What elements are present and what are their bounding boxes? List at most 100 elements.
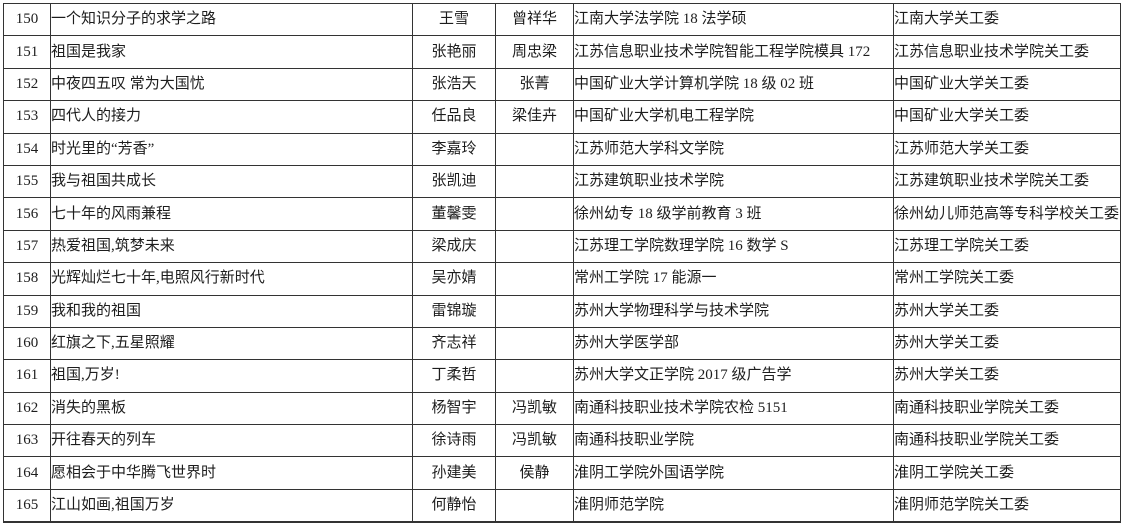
- author-name-cell: 徐诗雨: [412, 424, 496, 458]
- entry-number-cell: 156: [3, 197, 51, 231]
- instructor-name-cell: 张菁: [495, 67, 574, 102]
- entry-number-cell: 158: [3, 262, 51, 296]
- school-class-cell: 中国矿业大学计算机学院 18 级 02 班: [573, 67, 894, 102]
- work-title-cell: 我和我的祖国: [50, 294, 413, 328]
- entry-number-cell: 161: [3, 359, 51, 393]
- instructor-name-cell: [495, 326, 574, 361]
- organization-cell: 南通科技职业学院关工委: [893, 424, 1121, 458]
- instructor-name-cell: [495, 488, 574, 523]
- school-class-cell: 江苏信息职业技术学院智能工程学院模具 172: [573, 35, 894, 69]
- author-name-cell: 梁成庆: [412, 229, 496, 264]
- author-name-cell: 张浩天: [412, 67, 496, 102]
- instructor-name-cell: 周忠梁: [495, 35, 574, 69]
- work-title-cell: 红旗之下,五星照耀: [50, 326, 413, 361]
- table-row: 160 红旗之下,五星照耀 齐志祥 苏州大学医学部 苏州大学关工委: [3, 326, 1121, 361]
- work-title-cell: 四代人的接力: [50, 100, 413, 134]
- table-row: 163 开往春天的列车 徐诗雨 冯凯敏 南通科技职业学院 南通科技职业学院关工委: [3, 424, 1121, 458]
- entry-number-cell: 151: [3, 35, 51, 69]
- author-name-cell: 雷锦璇: [412, 294, 496, 328]
- school-class-cell: 南通科技职业技术学院农检 5151: [573, 391, 894, 426]
- instructor-name-cell: 曾祥华: [495, 2, 574, 37]
- organization-cell: 江苏师范大学关工委: [893, 132, 1121, 166]
- work-title-cell: 祖国,万岁!: [50, 359, 413, 393]
- school-class-cell: 淮阴师范学院: [573, 488, 894, 523]
- document-page: 150 一个知识分子的求学之路 王雪 曾祥华 江南大学法学院 18 法学硕 江南…: [3, 2, 1121, 524]
- organization-cell: 淮阴师范学院关工委: [893, 488, 1121, 523]
- school-class-cell: 徐州幼专 18 级学前教育 3 班: [573, 197, 894, 231]
- author-name-cell: 吴亦婧: [412, 262, 496, 296]
- table-row: 165 江山如画,祖国万岁 何静怡 淮阴师范学院 淮阴师范学院关工委: [3, 488, 1121, 523]
- instructor-name-cell: [495, 229, 574, 264]
- organization-cell: 南通科技职业学院关工委: [893, 391, 1121, 426]
- instructor-name-cell: [495, 164, 574, 199]
- entry-number-cell: 154: [3, 132, 51, 166]
- work-title-cell: 愿相会于中华腾飞世界时: [50, 456, 413, 490]
- entry-number-cell: 155: [3, 164, 51, 199]
- table-row: 157 热爱祖国,筑梦未来 梁成庆 江苏理工学院数理学院 16 数学 S 江苏理…: [3, 229, 1121, 264]
- entry-number-cell: 157: [3, 229, 51, 264]
- school-class-cell: 江苏理工学院数理学院 16 数学 S: [573, 229, 894, 264]
- table-row: 151 祖国是我家 张艳丽 周忠梁 江苏信息职业技术学院智能工程学院模具 172…: [3, 35, 1121, 69]
- entry-number-cell: 165: [3, 488, 51, 523]
- work-title-cell: 祖国是我家: [50, 35, 413, 69]
- instructor-name-cell: 侯静: [495, 456, 574, 490]
- work-title-cell: 七十年的风雨兼程: [50, 197, 413, 231]
- school-class-cell: 苏州大学文正学院 2017 级广告学: [573, 359, 894, 393]
- school-class-cell: 江苏建筑职业技术学院: [573, 164, 894, 199]
- school-class-cell: 江苏师范大学科文学院: [573, 132, 894, 166]
- table-row: 155 我与祖国共成长 张凯迪 江苏建筑职业技术学院 江苏建筑职业技术学院关工委: [3, 164, 1121, 199]
- author-name-cell: 丁柔哲: [412, 359, 496, 393]
- work-title-cell: 一个知识分子的求学之路: [50, 2, 413, 37]
- instructor-name-cell: [495, 132, 574, 166]
- organization-cell: 常州工学院关工委: [893, 262, 1121, 296]
- entry-number-cell: 164: [3, 456, 51, 490]
- author-name-cell: 任品良: [412, 100, 496, 134]
- table-row: 164 愿相会于中华腾飞世界时 孙建美 侯静 淮阴工学院外国语学院 淮阴工学院关…: [3, 456, 1121, 490]
- school-class-cell: 江南大学法学院 18 法学硕: [573, 2, 894, 37]
- work-title-cell: 热爱祖国,筑梦未来: [50, 229, 413, 264]
- organization-cell: 江苏信息职业技术学院关工委: [893, 35, 1121, 69]
- entry-number-cell: 159: [3, 294, 51, 328]
- entry-number-cell: 160: [3, 326, 51, 361]
- work-title-cell: 开往春天的列车: [50, 424, 413, 458]
- table-row: 153 四代人的接力 任品良 梁佳卉 中国矿业大学机电工程学院 中国矿业大学关工…: [3, 100, 1121, 134]
- organization-cell: 江苏建筑职业技术学院关工委: [893, 164, 1121, 199]
- table-row: 150 一个知识分子的求学之路 王雪 曾祥华 江南大学法学院 18 法学硕 江南…: [3, 2, 1121, 37]
- school-class-cell: 苏州大学医学部: [573, 326, 894, 361]
- work-title-cell: 光辉灿烂七十年,电照风行新时代: [50, 262, 413, 296]
- entry-number-cell: 153: [3, 100, 51, 134]
- organization-cell: 徐州幼儿师范高等专科学校关工委: [893, 197, 1121, 231]
- entry-number-cell: 152: [3, 67, 51, 102]
- school-class-cell: 淮阴工学院外国语学院: [573, 456, 894, 490]
- author-name-cell: 何静怡: [412, 488, 496, 523]
- instructor-name-cell: [495, 262, 574, 296]
- instructor-name-cell: [495, 359, 574, 393]
- organization-cell: 中国矿业大学关工委: [893, 100, 1121, 134]
- organization-cell: 淮阴工学院关工委: [893, 456, 1121, 490]
- organization-cell: 苏州大学关工委: [893, 359, 1121, 393]
- instructor-name-cell: 冯凯敏: [495, 391, 574, 426]
- organization-cell: 中国矿业大学关工委: [893, 67, 1121, 102]
- author-name-cell: 董馨雯: [412, 197, 496, 231]
- school-class-cell: 中国矿业大学机电工程学院: [573, 100, 894, 134]
- instructor-name-cell: [495, 294, 574, 328]
- organization-cell: 苏州大学关工委: [893, 294, 1121, 328]
- work-title-cell: 消失的黑板: [50, 391, 413, 426]
- author-name-cell: 王雪: [412, 2, 496, 37]
- table-body: 150 一个知识分子的求学之路 王雪 曾祥华 江南大学法学院 18 法学硕 江南…: [3, 2, 1121, 523]
- author-name-cell: 张凯迪: [412, 164, 496, 199]
- organization-cell: 苏州大学关工委: [893, 326, 1121, 361]
- award-entries-table: 150 一个知识分子的求学之路 王雪 曾祥华 江南大学法学院 18 法学硕 江南…: [3, 2, 1121, 524]
- instructor-name-cell: 梁佳卉: [495, 100, 574, 134]
- table-row: 158 光辉灿烂七十年,电照风行新时代 吴亦婧 常州工学院 17 能源一 常州工…: [3, 262, 1121, 296]
- instructor-name-cell: 冯凯敏: [495, 424, 574, 458]
- work-title-cell: 我与祖国共成长: [50, 164, 413, 199]
- work-title-cell: 江山如画,祖国万岁: [50, 488, 413, 523]
- instructor-name-cell: [495, 197, 574, 231]
- author-name-cell: 孙建美: [412, 456, 496, 490]
- table-row: 156 七十年的风雨兼程 董馨雯 徐州幼专 18 级学前教育 3 班 徐州幼儿师…: [3, 197, 1121, 231]
- school-class-cell: 苏州大学物理科学与技术学院: [573, 294, 894, 328]
- organization-cell: 江南大学关工委: [893, 2, 1121, 37]
- table-row: 161 祖国,万岁! 丁柔哲 苏州大学文正学院 2017 级广告学 苏州大学关工…: [3, 359, 1121, 393]
- author-name-cell: 齐志祥: [412, 326, 496, 361]
